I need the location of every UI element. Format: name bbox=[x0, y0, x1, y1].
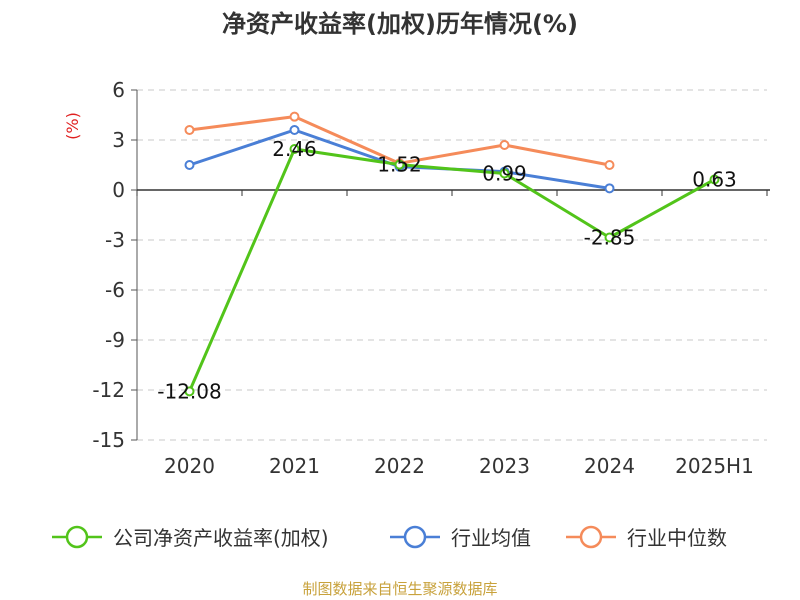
y-tick-label: 6 bbox=[112, 78, 125, 102]
series-point bbox=[394, 159, 405, 170]
legend-item-1: 行业均值 bbox=[390, 525, 531, 550]
series-point bbox=[289, 111, 300, 122]
chart-title: 净资产收益率(加权)历年情况(%) bbox=[222, 10, 578, 38]
data-label: 0.63 bbox=[692, 168, 737, 192]
legend-marker bbox=[403, 525, 427, 549]
series-point bbox=[184, 160, 195, 170]
grid-layer bbox=[137, 89, 767, 441]
data-label: 0.99 bbox=[482, 162, 527, 186]
legend: 公司净资产收益率(加权) 行业均值 行业中位数 bbox=[52, 525, 727, 550]
x-tick-label: 2023 bbox=[479, 454, 530, 478]
y-tick-label: -6 bbox=[105, 278, 125, 302]
y-tick-label: -15 bbox=[92, 428, 125, 452]
x-tick-label: 2021 bbox=[269, 454, 320, 478]
series-point bbox=[499, 140, 510, 150]
legend-marker bbox=[65, 525, 89, 549]
source-note: 制图数据来自恒生聚源数据库 bbox=[302, 580, 497, 598]
series-point bbox=[184, 386, 195, 397]
series-point bbox=[289, 144, 300, 154]
legend-label: 公司净资产收益率(加权) bbox=[113, 526, 329, 550]
series-line bbox=[188, 147, 716, 392]
legend-marker bbox=[579, 525, 603, 549]
x-tick-label: 2020 bbox=[164, 454, 215, 478]
series-point bbox=[604, 183, 615, 194]
y-tick-label: -9 bbox=[105, 328, 125, 352]
series-point bbox=[709, 174, 720, 185]
y-tick-label: -12 bbox=[92, 378, 125, 402]
y-tick-label: 0 bbox=[112, 178, 125, 202]
data-label-layer: -12.08 2.46 1.52 0.99 -2.85 0.63 bbox=[157, 137, 737, 403]
series-point bbox=[604, 232, 615, 243]
y-tick-label: 3 bbox=[112, 128, 125, 152]
series-0 bbox=[184, 144, 720, 397]
x-tick-label: 2024 bbox=[584, 454, 635, 478]
series-point bbox=[604, 160, 615, 170]
series-point bbox=[499, 168, 510, 179]
legend-label: 行业中位数 bbox=[627, 526, 727, 550]
y-axis-unit-label: (%) bbox=[63, 112, 82, 140]
series-point bbox=[289, 125, 300, 135]
legend-item-2: 行业中位数 bbox=[566, 525, 727, 550]
legend-item-0: 公司净资产收益率(加权) bbox=[52, 525, 329, 550]
data-label: 2.46 bbox=[272, 137, 317, 161]
series-layer bbox=[184, 111, 720, 397]
axis-layer: 6 3 0 -3 -6 -9 -12 -15 2020 2021 2022 2023 2024 2025H… bbox=[92, 78, 770, 478]
series-point bbox=[184, 125, 195, 135]
data-label: -2.85 bbox=[584, 226, 636, 250]
x-tick-label: 2025H1 bbox=[675, 454, 754, 478]
x-tick-label: 2022 bbox=[374, 454, 425, 478]
legend-label: 行业均值 bbox=[451, 526, 531, 550]
y-tick-label: -3 bbox=[105, 228, 125, 252]
data-label: -12.08 bbox=[157, 379, 221, 403]
data-label: 1.52 bbox=[377, 153, 422, 177]
